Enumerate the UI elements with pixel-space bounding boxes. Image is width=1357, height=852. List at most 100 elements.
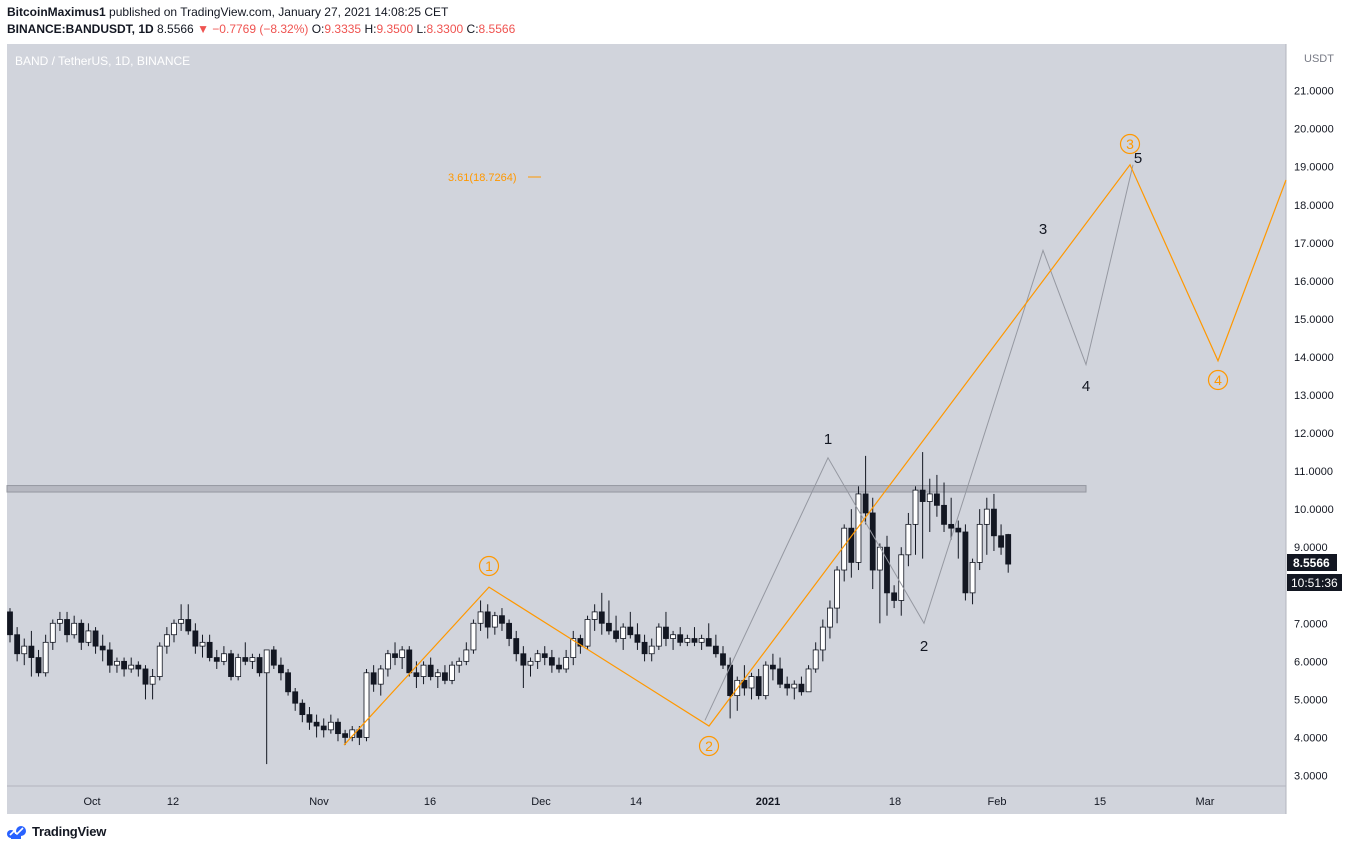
candle	[442, 665, 448, 685]
candle-body-down	[185, 619, 192, 632]
candle-body-up	[670, 634, 676, 639]
published-text: published on TradingView.com, January 27…	[109, 5, 449, 19]
candle	[591, 604, 598, 631]
candle-body-down	[862, 493, 869, 514]
candle-body-up	[969, 562, 976, 594]
candle	[798, 676, 805, 696]
time-axis[interactable]	[7, 786, 1286, 814]
candle	[513, 630, 520, 662]
high-label: H:	[364, 22, 377, 36]
last-price: 8.5566	[157, 22, 194, 36]
author-name[interactable]: BitcoinMaximus1	[7, 5, 106, 19]
candle-body-down	[99, 645, 106, 651]
candle-body-up	[128, 664, 135, 670]
time-tick-label: Oct	[83, 796, 100, 808]
price-tick-label: 4.0000	[1294, 732, 1328, 744]
time-tick-label: 2021	[756, 796, 780, 808]
candle	[491, 611, 498, 635]
fib-annotation[interactable]: 3.61(18.7264)	[448, 172, 541, 184]
candle-body-down	[256, 657, 263, 674]
candle	[99, 634, 106, 662]
candle-body-up	[178, 619, 185, 624]
chart-background	[7, 44, 1286, 786]
candle-body-up	[263, 649, 270, 674]
candle-body-down	[427, 664, 434, 677]
orange-wave-line[interactable]	[343, 163, 1287, 746]
candle	[228, 649, 234, 681]
candle	[128, 657, 135, 673]
candle	[670, 630, 676, 650]
price-axis[interactable]	[1286, 44, 1352, 814]
candle	[955, 520, 962, 559]
candle	[869, 497, 876, 590]
candle	[1005, 533, 1012, 573]
candle	[684, 634, 691, 647]
candle	[306, 707, 313, 730]
grey-wave-label-3: 3	[1039, 221, 1047, 238]
candle-body-down	[335, 721, 341, 735]
candle	[655, 623, 662, 650]
candle	[912, 486, 919, 555]
candle-body-up	[791, 683, 798, 689]
candle-body-up	[449, 664, 455, 681]
candle-body-down	[998, 535, 1004, 548]
chart-title: BAND / TetherUS, 1D, BINANCE	[15, 54, 190, 68]
price-badge-text: 8.5566	[1293, 556, 1330, 570]
candle	[499, 608, 505, 631]
candle-body-down	[64, 619, 70, 636]
candle-body-up	[527, 660, 534, 666]
candle-body-down	[285, 672, 291, 693]
candle-body-up	[199, 641, 206, 647]
candle	[613, 615, 619, 643]
candle-body-down	[741, 679, 748, 689]
candle-body-down	[242, 657, 249, 662]
candle	[149, 668, 156, 700]
candle-body-down	[306, 714, 313, 723]
candle	[327, 714, 334, 734]
candle-body-down	[934, 493, 940, 506]
resistance-rect[interactable]	[6, 485, 1087, 493]
price-change: −0.7769 (−8.32%)	[212, 22, 309, 36]
candle-body-down	[106, 649, 113, 666]
candle-body-down	[270, 649, 277, 666]
candle	[777, 657, 783, 688]
candle-body-up	[827, 607, 833, 628]
candle-body-up	[926, 493, 933, 502]
candle	[377, 665, 384, 696]
price-tick-label: 7.0000	[1294, 618, 1328, 630]
candle-body-down	[370, 672, 377, 685]
candle	[748, 672, 755, 700]
candle	[35, 649, 42, 677]
candle	[235, 653, 242, 681]
candle	[21, 638, 28, 666]
candle-body-down	[413, 672, 420, 677]
candle-body-down	[35, 657, 42, 674]
candle-body-down	[121, 660, 127, 670]
grey-wave-line[interactable]	[704, 164, 1134, 721]
countdown-badge-bg	[1287, 574, 1342, 591]
footer-brand[interactable]: TradingView	[6, 824, 106, 839]
candle-body-down	[991, 508, 997, 537]
symbol-info: BINANCE:BANDUSDT, 1D 8.5566 ▼ −0.7769 (−…	[7, 22, 515, 36]
candle	[206, 634, 213, 662]
candle-body-up	[235, 657, 242, 677]
candle	[677, 627, 684, 647]
candle-body-down	[320, 725, 327, 731]
candle	[705, 623, 712, 647]
candle	[299, 699, 306, 723]
wave-label-circle	[1119, 133, 1141, 155]
candle	[392, 642, 398, 666]
high-value: 9.3500	[376, 22, 414, 36]
candle-body-down	[228, 653, 234, 677]
candle	[85, 623, 92, 647]
candle	[898, 547, 905, 616]
orange-wave-label-1: 1	[478, 555, 500, 577]
candle	[891, 585, 898, 609]
candle	[627, 611, 634, 639]
candle	[156, 642, 163, 681]
price-tick-label: 17.0000	[1294, 238, 1334, 250]
resistance-zone[interactable]	[6, 485, 1087, 493]
wave-projection[interactable]: 1 2 3 4 1 2 3 4 5	[343, 133, 1287, 757]
candle-body-up	[570, 638, 577, 658]
